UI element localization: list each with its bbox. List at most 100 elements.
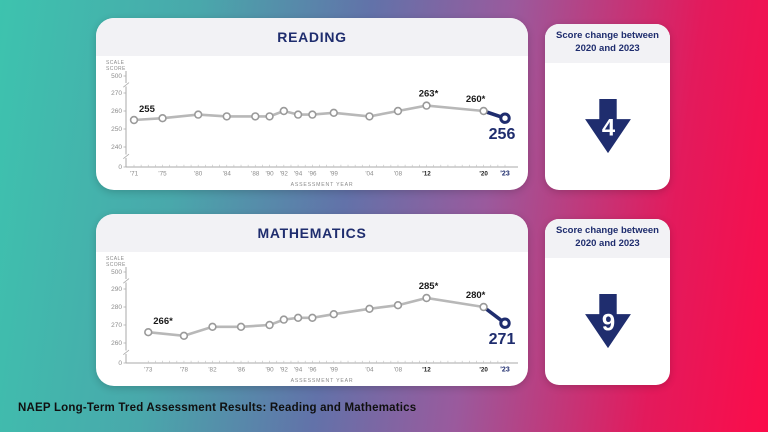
- x-tick-label: '80: [194, 171, 203, 178]
- mathematics-score-change-value: 9: [601, 309, 614, 336]
- data-point: [293, 110, 303, 119]
- mathematics-score-change-card: Score change between 2020 and 2023 9: [545, 219, 670, 385]
- data-point: [236, 322, 246, 332]
- y-tick-label: 0: [118, 164, 122, 171]
- data-point: [329, 309, 338, 319]
- data-point: [308, 313, 317, 323]
- data-point: [293, 313, 303, 323]
- point-label: 263*: [419, 89, 439, 100]
- x-tick-label: '94: [294, 367, 303, 374]
- y-tick-label: 290: [111, 286, 122, 293]
- data-point: [279, 315, 289, 324]
- x-tick-label: '86: [237, 367, 246, 374]
- data-point: [393, 300, 403, 310]
- data-point: [479, 302, 488, 312]
- point-label: 280*: [466, 290, 486, 301]
- down-arrow-shape: [584, 293, 631, 348]
- reading-line-chart: SCALE SCORE 500 270 260 250 240 0 '71 '75 '80 '84 '8…: [96, 56, 528, 190]
- point-label: 255: [139, 104, 156, 115]
- x-tick-label: '20: [479, 171, 488, 178]
- down-arrow-icon: 4: [584, 98, 631, 153]
- mathematics-score-change-header: Score change between 2020 and 2023: [545, 219, 670, 258]
- data-point: [251, 112, 260, 121]
- y-tick-label: 280: [111, 304, 122, 311]
- data-point: [499, 317, 511, 329]
- mathematics-title: MATHEMATICS: [257, 225, 367, 241]
- axis-break-mark: [123, 153, 130, 160]
- mathematics-line-chart: SCALE SCORE 500 290 280 270 260 0 '73 '78 '82 '86 '9…: [96, 252, 528, 386]
- axis-break-mark: [123, 82, 130, 88]
- mathematics-card-header: MATHEMATICS: [96, 214, 528, 252]
- x-tick-label: '04: [365, 171, 374, 178]
- axis-break-mark: [123, 349, 130, 356]
- down-arrow-icon: 9: [584, 293, 631, 348]
- x-axis-label: ASSESSMENT YEAR: [291, 378, 354, 384]
- x-tick-label: '99: [330, 367, 339, 374]
- x-tick-label: '90: [265, 367, 274, 374]
- data-point: [265, 320, 274, 330]
- reading-card: READING SCALE SCORE 500 270 260 250 240 0 '71 '75…: [96, 18, 528, 190]
- data-point: [479, 106, 488, 116]
- x-tick-label: '23: [500, 367, 510, 374]
- caption: NAEP Long-Term Tred Assessment Results: …: [18, 402, 417, 414]
- x-tick-label: '78: [180, 367, 189, 374]
- y-tick-label: 240: [111, 144, 122, 151]
- data-point: [129, 115, 139, 125]
- mathematics-arrow-wrap: 9: [545, 258, 670, 385]
- x-tick-label: '71: [130, 171, 139, 178]
- data-point: [365, 112, 374, 121]
- data-point: [329, 108, 338, 117]
- data-point: [158, 113, 167, 123]
- data-point: [208, 322, 217, 332]
- x-tick-label: '88: [251, 171, 260, 178]
- score-change-header-line1: Score change between: [556, 30, 659, 41]
- trend-line: [133, 104, 484, 122]
- final-score-label: 256: [489, 126, 516, 143]
- y-tick-label: 270: [111, 322, 122, 329]
- x-tick-label: '08: [394, 367, 403, 374]
- data-point: [179, 331, 189, 341]
- reading-score-change-header: Score change between 2020 and 2023: [545, 24, 670, 63]
- x-tick-label: '08: [394, 171, 403, 178]
- x-tick-label: '99: [330, 171, 339, 178]
- y-tick-label: 500: [111, 73, 122, 80]
- x-tick-label: '12: [422, 367, 431, 374]
- point-label: 260*: [466, 94, 486, 105]
- reading-title: READING: [277, 29, 347, 45]
- final-score-label: 271: [489, 331, 516, 348]
- x-axis-label: ASSESSMENT YEAR: [291, 182, 354, 188]
- x-tick-label: '20: [479, 367, 488, 374]
- mathematics-card: MATHEMATICS SCALE SCORE 500 290 280 270 260 0 '7…: [96, 214, 528, 386]
- x-tick-label: '92: [280, 171, 289, 178]
- x-tick-label: '84: [223, 171, 232, 178]
- x-tick-label: '73: [144, 367, 153, 374]
- x-tick-label: '12: [422, 171, 431, 178]
- data-point: [422, 101, 431, 110]
- data-point: [194, 110, 203, 119]
- data-point: [393, 106, 403, 116]
- x-tick-label: '92: [280, 367, 289, 374]
- y-tick-label: 270: [111, 90, 122, 97]
- y-tick-label: 0: [118, 360, 122, 367]
- y-axis-label: SCALE SCORE: [106, 60, 126, 72]
- y-axis-label: SCALE SCORE: [106, 256, 126, 268]
- point-label: 266*: [153, 316, 173, 327]
- x-tick-label: '82: [208, 367, 217, 374]
- x-tick-label: '75: [158, 171, 167, 178]
- reading-card-header: READING: [96, 18, 528, 56]
- data-point: [144, 327, 153, 337]
- reading-score-change-value: 4: [601, 114, 615, 141]
- reading-score-change-card: Score change between 2020 and 2023 4: [545, 24, 670, 190]
- y-tick-label: 500: [111, 269, 122, 276]
- reading-arrow-wrap: 4: [545, 63, 670, 190]
- y-tick-label: 250: [111, 126, 122, 133]
- data-point: [279, 106, 289, 116]
- x-tick-label: '96: [308, 367, 317, 374]
- y-tick-label: 260: [111, 340, 122, 347]
- data-point: [222, 112, 231, 121]
- data-point: [422, 293, 431, 303]
- y-tick-label: 260: [111, 108, 122, 115]
